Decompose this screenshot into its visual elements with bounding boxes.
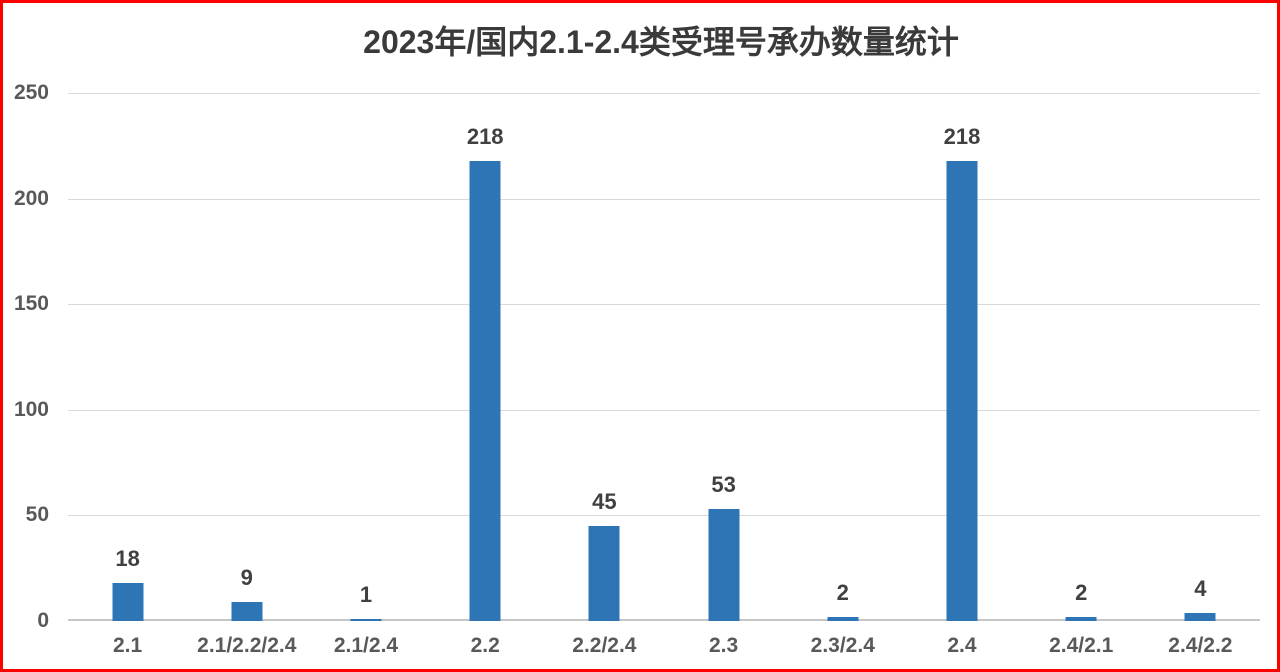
x-axis-category-label: 2.4/2.2 xyxy=(1168,634,1233,657)
bar xyxy=(1184,612,1216,621)
gridline xyxy=(68,304,1260,306)
bar xyxy=(946,160,978,621)
bar xyxy=(231,602,263,621)
x-axis-category-label: 2.1/2.2/2.4 xyxy=(197,634,297,657)
x-axis-line xyxy=(68,619,1260,621)
y-axis-tick-label: 250 xyxy=(13,81,49,104)
y-axis-tick-label: 150 xyxy=(13,292,49,316)
gridline xyxy=(68,515,1260,517)
bar xyxy=(588,525,620,621)
category-slot: 9 2.1/2.2/2.4 xyxy=(187,93,306,658)
gridline xyxy=(68,93,1260,94)
bar xyxy=(350,618,382,621)
bar-value-label: 218 xyxy=(466,123,504,149)
category-slot: 45 2.2/2.4 xyxy=(545,93,664,657)
bar-value-label: 18 xyxy=(115,545,140,571)
category-slot: 218 2.4 xyxy=(902,93,1021,657)
bar xyxy=(1065,616,1097,621)
bar xyxy=(112,582,144,621)
plot-area: 18 2.1 9 2.1/2.2/2.4 1 2.1/2.4 218 2.2 45 2.2/2.4… xyxy=(68,93,1260,658)
gridline xyxy=(68,409,1260,411)
x-axis-category-label: 2.4 xyxy=(947,634,977,657)
bar-value-label: 2 xyxy=(1075,579,1088,605)
bar-value-label: 53 xyxy=(711,472,736,498)
x-axis-category-label: 2.1 xyxy=(112,634,143,657)
y-axis-tick-label: 200 xyxy=(13,186,49,210)
gridline xyxy=(68,198,1260,200)
x-axis-category-label: 2.3/2.4 xyxy=(810,634,875,657)
bar-value-label: 45 xyxy=(592,488,617,514)
x-axis-category-label: 2.3 xyxy=(708,634,739,657)
category-slot: 2 2.3/2.4 xyxy=(783,93,902,657)
chart-title: 2023年/国内2.1-2.4类受理号承办数量统计 xyxy=(363,24,959,60)
category-slot: 1 2.1/2.4 xyxy=(306,93,425,657)
bar-value-label: 218 xyxy=(943,123,981,149)
category-slot: 2 2.4/2.1 xyxy=(1022,93,1141,657)
category-slot: 18 2.1 xyxy=(68,93,187,657)
bar xyxy=(469,160,501,621)
category-slot: 218 2.2 xyxy=(426,93,545,657)
category-slot: 4 2.4/2.2 xyxy=(1141,93,1260,657)
x-axis-category-label: 2.2/2.4 xyxy=(572,634,637,657)
category-slot: 53 2.3 xyxy=(664,93,783,657)
x-axis-category-label: 2.1/2.4 xyxy=(333,634,399,657)
bar-value-label: 2 xyxy=(836,579,849,605)
x-axis-category-label: 2.2 xyxy=(470,634,500,657)
y-axis-tick-label: 0 xyxy=(37,609,49,632)
y-axis-tick-label: 50 xyxy=(25,503,49,527)
x-axis-category-label: 2.4/2.1 xyxy=(1049,634,1114,657)
bar-value-label: 1 xyxy=(359,581,373,607)
y-axis-tick-label: 100 xyxy=(13,397,49,421)
bar-value-label: 9 xyxy=(240,565,253,590)
bar xyxy=(708,509,740,621)
bar xyxy=(827,616,859,621)
bar-value-label: 4 xyxy=(1194,575,1207,601)
